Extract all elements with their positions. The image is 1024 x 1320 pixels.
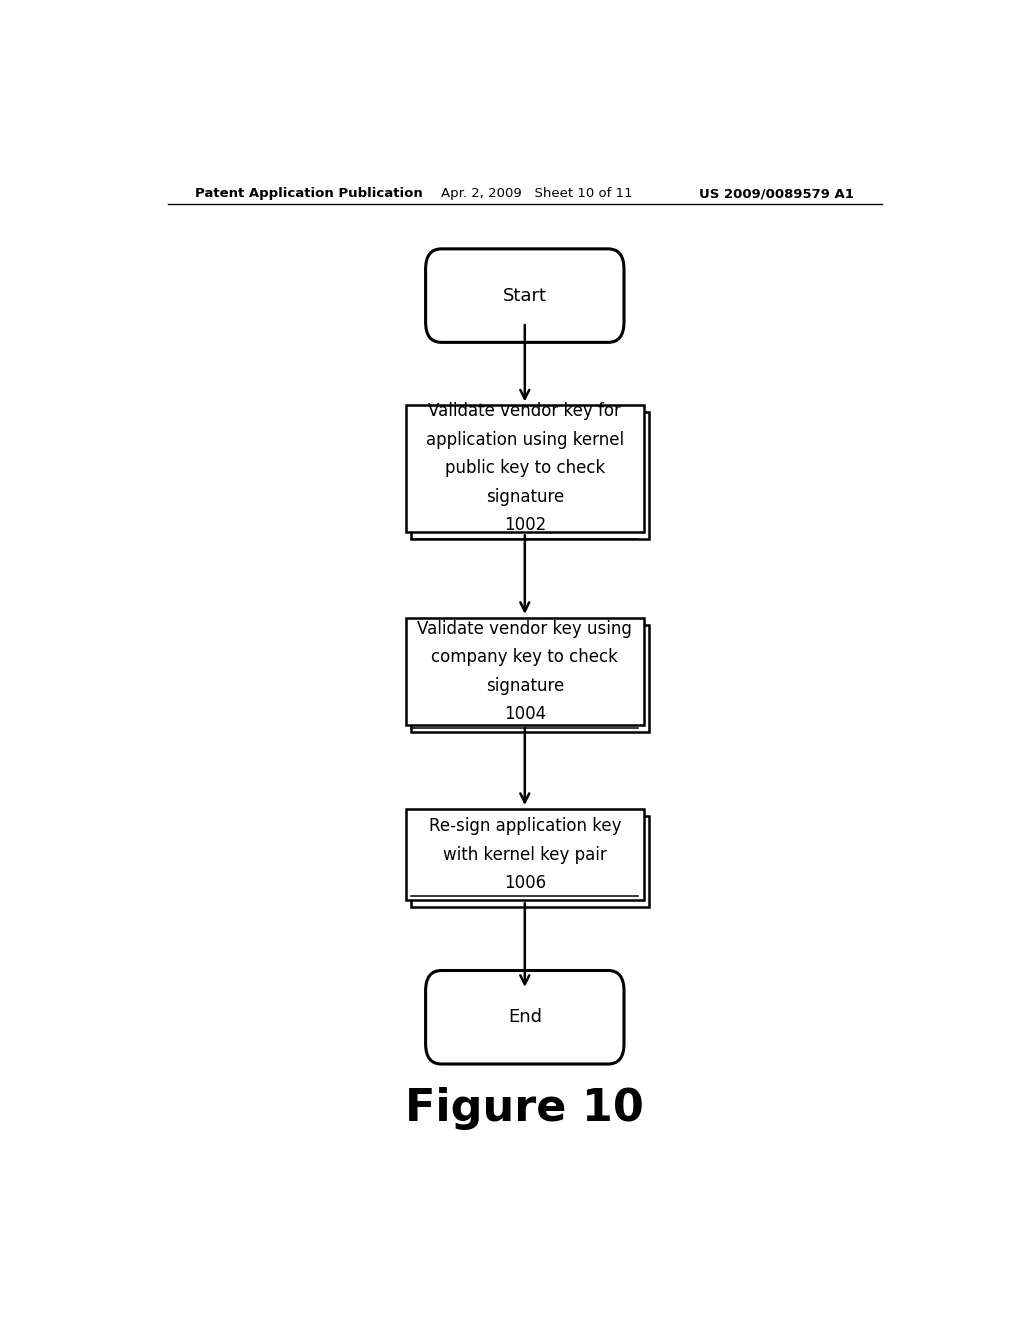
FancyBboxPatch shape bbox=[426, 249, 624, 342]
Text: 1004: 1004 bbox=[504, 705, 546, 723]
Text: End: End bbox=[508, 1008, 542, 1026]
FancyBboxPatch shape bbox=[412, 412, 649, 539]
Text: US 2009/0089579 A1: US 2009/0089579 A1 bbox=[699, 187, 854, 201]
Text: signature: signature bbox=[485, 677, 564, 694]
Text: Validate vendor key using: Validate vendor key using bbox=[418, 620, 632, 638]
Text: Validate vendor key for: Validate vendor key for bbox=[428, 403, 622, 421]
Text: Start: Start bbox=[503, 286, 547, 305]
Text: Apr. 2, 2009   Sheet 10 of 11: Apr. 2, 2009 Sheet 10 of 11 bbox=[441, 187, 633, 201]
FancyBboxPatch shape bbox=[412, 626, 649, 733]
FancyBboxPatch shape bbox=[426, 970, 624, 1064]
Text: company key to check: company key to check bbox=[431, 648, 618, 667]
Text: public key to check: public key to check bbox=[444, 459, 605, 478]
Text: Figure 10: Figure 10 bbox=[406, 1088, 644, 1130]
Text: 1006: 1006 bbox=[504, 874, 546, 892]
Text: application using kernel: application using kernel bbox=[426, 430, 624, 449]
Text: with kernel key pair: with kernel key pair bbox=[443, 846, 606, 863]
FancyBboxPatch shape bbox=[412, 816, 649, 907]
Text: Re-sign application key: Re-sign application key bbox=[429, 817, 621, 836]
Text: 1002: 1002 bbox=[504, 516, 546, 535]
Text: signature: signature bbox=[485, 488, 564, 506]
FancyBboxPatch shape bbox=[406, 809, 644, 900]
Text: Patent Application Publication: Patent Application Publication bbox=[196, 187, 423, 201]
FancyBboxPatch shape bbox=[406, 618, 644, 725]
FancyBboxPatch shape bbox=[406, 405, 644, 532]
